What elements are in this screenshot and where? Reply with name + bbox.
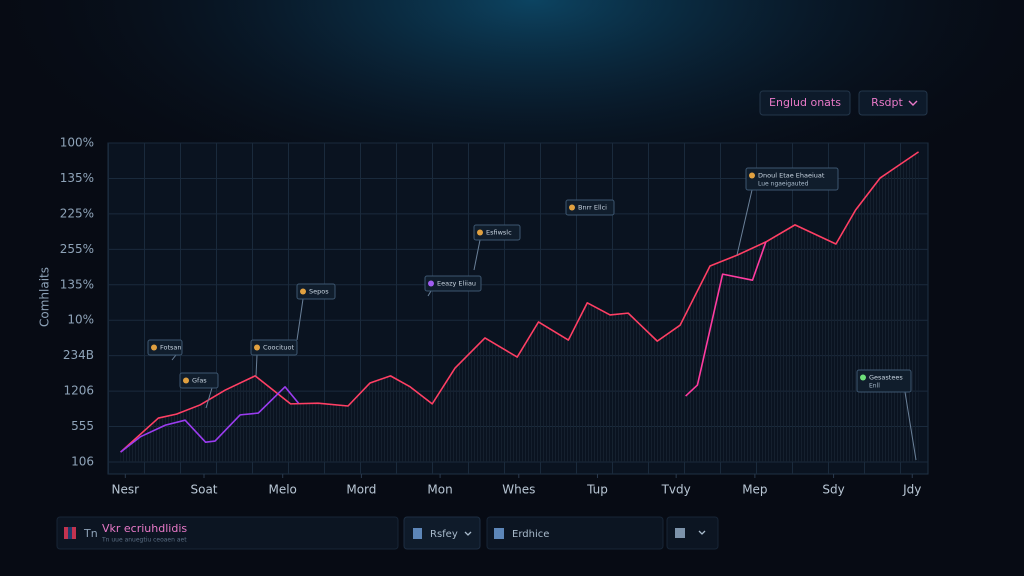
y-tick-label: 555: [71, 419, 94, 433]
leader-line: [205, 387, 213, 409]
callout-subtext: Lue ngaeigauted: [758, 181, 809, 188]
search-field[interactable]: Erdhice: [486, 516, 664, 550]
range-select-label: Rsdpt: [871, 96, 903, 109]
area-fill: [120, 151, 919, 462]
filter-button[interactable]: Rsfey: [403, 516, 481, 550]
callout-icon: [151, 344, 157, 351]
callout-icon: [300, 288, 306, 295]
x-tick-label: Nesr: [112, 483, 140, 497]
callout-box: [424, 275, 482, 292]
filter-label: Rsfey: [430, 529, 458, 540]
callout-text: Fotsan: [160, 344, 182, 352]
callout-box: [565, 199, 615, 216]
callout-box: [250, 339, 298, 356]
callout-icon: [569, 204, 575, 211]
series-line: [120, 151, 920, 453]
callout-text: Bnrr Ellci: [578, 204, 607, 212]
callout-box: [473, 224, 521, 241]
callout-box: [296, 283, 336, 300]
x-tick-label: Jdy: [902, 483, 921, 497]
y-tick-label: 135%: [60, 171, 94, 185]
x-tick-label: Tup: [586, 483, 608, 497]
series-line: [685, 241, 767, 397]
callout-icon: [254, 344, 260, 351]
range-select[interactable]: Rsdpt: [858, 90, 928, 116]
y-axis-label: Comhlaits: [38, 267, 52, 327]
callout-text: Gfas: [192, 377, 207, 385]
callout-text: Eeazy Eliiau: [437, 280, 476, 288]
leader-line: [736, 189, 753, 256]
footer-bar: Tn Vkr ecriuhdlidis Tn uue anuegtiu ceoa…: [56, 516, 399, 550]
footer-title: Vkr ecriuhdlidis: [102, 522, 187, 535]
callout-box: [745, 167, 839, 191]
footer-prefix: Tn: [83, 527, 98, 540]
callout-subtext: Enll: [869, 383, 880, 390]
marks: 106 555 1206 234B 10% 135% 255% 225% 135% 100% Nes…: [60, 136, 928, 497]
callout-box: [856, 369, 912, 393]
callout-icon: [749, 172, 755, 179]
callout-icon: [428, 280, 434, 287]
leader-line: [296, 298, 304, 341]
x-tick-label: Sdy: [822, 483, 844, 497]
leader-line: [473, 239, 481, 271]
callout-text: Sepos: [309, 288, 329, 296]
y-tick-label: 106: [71, 455, 94, 469]
y-tick-label: 225%: [60, 206, 94, 220]
callout-text: Coocituot: [263, 344, 295, 352]
view-button[interactable]: Englud onats: [759, 90, 851, 116]
leader-line: [427, 290, 432, 297]
callout-icon: [183, 377, 189, 384]
callout-icon: [860, 374, 866, 381]
footer-caption: Tn uue anuegtiu ceoaen aet: [101, 537, 187, 544]
x-tick-label: Melo: [268, 483, 296, 497]
callout-box: [179, 372, 219, 389]
callout-text: Esfiwslc: [486, 229, 512, 237]
y-tick-label: 100%: [60, 136, 94, 150]
leader-line: [171, 354, 177, 361]
view-button-label: Englud onats: [769, 96, 841, 109]
x-tick-label: Soat: [190, 483, 217, 497]
chevron: [908, 100, 918, 106]
callout-text: Gesastees: [869, 374, 903, 382]
search-label: Erdhice: [512, 529, 549, 540]
leader-line: [904, 391, 917, 461]
y-tick-label: 255%: [60, 242, 94, 256]
options-button[interactable]: [666, 516, 719, 550]
callout-text: Dnoul Etae Ehaeiuat: [758, 172, 825, 180]
callout-icon: [477, 229, 483, 236]
callout-box: [147, 339, 183, 356]
leader-line: [255, 354, 258, 377]
y-tick-label: 135%: [60, 277, 94, 291]
x-tick-label: Tvdy: [661, 483, 691, 497]
y-tick-label: 234B: [63, 348, 94, 362]
x-tick-label: Mord: [346, 483, 376, 497]
x-tick-label: Mon: [427, 483, 452, 497]
y-tick-label: 1206: [63, 384, 94, 398]
x-tick-label: Whes: [502, 483, 535, 497]
y-tick-label: 10%: [67, 313, 94, 327]
x-tick-label: Mep: [742, 483, 767, 497]
series-line: [120, 386, 300, 453]
